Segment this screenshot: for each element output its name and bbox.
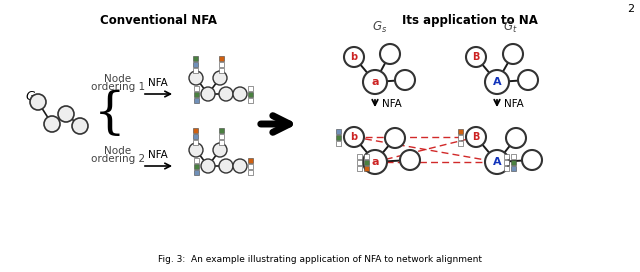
Bar: [335, 141, 340, 146]
Circle shape: [380, 44, 400, 64]
Bar: [218, 68, 223, 73]
Bar: [193, 170, 198, 175]
Circle shape: [201, 87, 215, 101]
Bar: [193, 134, 198, 139]
Circle shape: [189, 71, 203, 85]
Circle shape: [72, 118, 88, 134]
Bar: [335, 135, 340, 140]
Bar: [248, 86, 253, 91]
Text: Node: Node: [104, 146, 132, 156]
Circle shape: [522, 150, 542, 170]
Text: A: A: [493, 77, 501, 87]
Text: NFA: NFA: [148, 150, 168, 160]
Circle shape: [213, 71, 227, 85]
Bar: [248, 163, 253, 169]
Text: NFA: NFA: [148, 78, 168, 88]
Text: NFA: NFA: [382, 99, 402, 109]
Circle shape: [189, 143, 203, 157]
Text: ordering 2: ordering 2: [91, 154, 145, 164]
Bar: [248, 92, 253, 97]
Text: NFA: NFA: [504, 99, 524, 109]
Bar: [356, 166, 362, 171]
Circle shape: [344, 127, 364, 147]
Text: B: B: [472, 52, 480, 62]
Circle shape: [506, 128, 526, 148]
Bar: [356, 160, 362, 165]
Circle shape: [466, 127, 486, 147]
Circle shape: [503, 44, 523, 64]
Bar: [193, 140, 198, 145]
Bar: [364, 160, 369, 165]
Circle shape: [201, 159, 215, 173]
Bar: [193, 68, 198, 73]
Bar: [193, 128, 198, 133]
Circle shape: [518, 70, 538, 90]
Bar: [511, 154, 515, 159]
Circle shape: [485, 70, 509, 94]
Bar: [504, 166, 509, 171]
Bar: [248, 170, 253, 175]
Circle shape: [213, 143, 227, 157]
Bar: [504, 160, 509, 165]
Bar: [193, 163, 198, 169]
Bar: [248, 157, 253, 163]
Text: Node: Node: [104, 74, 132, 84]
Text: Its application to NA: Its application to NA: [402, 14, 538, 27]
Circle shape: [395, 70, 415, 90]
Bar: [193, 86, 198, 91]
Bar: [364, 166, 369, 171]
Bar: [193, 98, 198, 103]
Bar: [364, 154, 369, 159]
Bar: [218, 61, 223, 67]
Text: $G_s$: $G_s$: [372, 20, 388, 35]
Circle shape: [485, 150, 509, 174]
Bar: [248, 98, 253, 103]
Bar: [356, 154, 362, 159]
Bar: [193, 157, 198, 163]
Text: $G_t$: $G_t$: [502, 20, 517, 35]
Circle shape: [400, 150, 420, 170]
Bar: [218, 134, 223, 139]
Bar: [193, 61, 198, 67]
Text: a: a: [371, 157, 379, 167]
Circle shape: [363, 70, 387, 94]
Circle shape: [466, 47, 486, 67]
Text: G: G: [25, 89, 35, 103]
Bar: [511, 160, 515, 165]
Bar: [335, 129, 340, 134]
Circle shape: [233, 87, 247, 101]
Bar: [193, 55, 198, 61]
Circle shape: [363, 150, 387, 174]
Bar: [458, 135, 463, 140]
Text: ordering 1: ordering 1: [91, 82, 145, 92]
Text: Fig. 3:  An example illustrating application of NFA to network alignment: Fig. 3: An example illustrating applicat…: [158, 255, 482, 264]
Text: 2: 2: [627, 4, 634, 14]
Circle shape: [233, 159, 247, 173]
Text: a: a: [371, 77, 379, 87]
Bar: [218, 128, 223, 133]
Circle shape: [58, 106, 74, 122]
Circle shape: [219, 87, 233, 101]
Text: A: A: [493, 157, 501, 167]
Text: {: {: [94, 89, 125, 139]
Bar: [193, 92, 198, 97]
Text: B: B: [472, 132, 480, 142]
Circle shape: [385, 128, 405, 148]
Text: b: b: [351, 52, 358, 62]
Bar: [511, 166, 515, 171]
Circle shape: [344, 47, 364, 67]
Bar: [218, 55, 223, 61]
Text: Conventional NFA: Conventional NFA: [99, 14, 216, 27]
Bar: [458, 129, 463, 134]
Text: b: b: [351, 132, 358, 142]
Bar: [458, 141, 463, 146]
Bar: [218, 140, 223, 145]
Circle shape: [30, 94, 46, 110]
Bar: [504, 154, 509, 159]
Circle shape: [219, 159, 233, 173]
Circle shape: [44, 116, 60, 132]
